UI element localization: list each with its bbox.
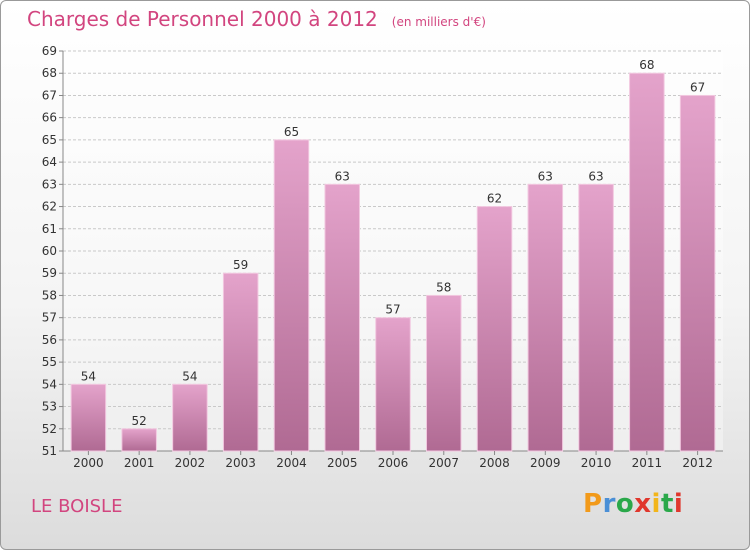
y-tick-label: 53: [42, 400, 57, 414]
bar: [222, 272, 259, 452]
y-tick-label: 52: [42, 422, 57, 436]
proxiti-logo: Proxiti: [583, 489, 683, 519]
bar: [426, 294, 462, 452]
x-tick-label: 2011: [632, 456, 663, 470]
x-tick-label: 2000: [73, 456, 104, 470]
bar: [324, 183, 360, 452]
x-tick-label: 2012: [682, 456, 713, 470]
y-tick-label: 51: [42, 444, 57, 458]
bar-value-label: 54: [182, 369, 197, 383]
x-tick-label: 2006: [378, 456, 409, 470]
bar: [375, 317, 411, 452]
bar-value-label: 52: [132, 414, 147, 428]
y-tick-label: 69: [42, 44, 57, 58]
x-tick-label: 2002: [175, 456, 206, 470]
y-tick-label: 68: [42, 66, 57, 80]
x-tick-label: 2004: [276, 456, 307, 470]
logo-letter: x: [634, 489, 652, 519]
logo-letter: o: [615, 489, 635, 519]
y-tick-label: 56: [42, 333, 57, 347]
bar-value-label: 58: [436, 280, 451, 294]
y-tick-label: 59: [42, 266, 57, 280]
x-tick-label: 2008: [479, 456, 510, 470]
x-tick-label: 2009: [530, 456, 561, 470]
bar-value-label: 63: [538, 169, 553, 183]
y-tick-label: 58: [42, 288, 57, 302]
y-tick-label: 67: [42, 88, 57, 102]
x-tick-label: 2001: [124, 456, 155, 470]
bar-value-label: 65: [284, 125, 299, 139]
bar-value-label: 67: [690, 80, 705, 94]
logo-letter: r: [602, 489, 616, 519]
x-tick-label: 2007: [428, 456, 459, 470]
logo-letter: i: [673, 489, 684, 519]
bar-value-label: 54: [81, 369, 96, 383]
bar-value-label: 68: [639, 58, 654, 72]
logo-letter: i: [651, 489, 661, 519]
x-tick-label: 2010: [581, 456, 612, 470]
chart-title: Charges de Personnel 2000 à 2012 (en mill…: [27, 7, 486, 31]
y-tick-label: 54: [42, 377, 57, 391]
bar: [273, 139, 310, 452]
y-tick-label: 66: [42, 111, 57, 125]
y-tick-label: 65: [42, 133, 57, 147]
bar-value-label: 57: [385, 303, 400, 317]
bar-value-label: 63: [588, 169, 603, 183]
bar: [527, 183, 564, 452]
x-tick-label: 2003: [225, 456, 256, 470]
y-tick-label: 61: [42, 222, 57, 236]
bar-value-label: 62: [487, 192, 502, 206]
y-tick-label: 62: [42, 200, 57, 214]
bar-value-label: 59: [233, 258, 248, 272]
bar: [578, 183, 614, 452]
y-tick-label: 57: [42, 311, 57, 325]
bar: [679, 94, 716, 452]
logo-letter: t: [660, 489, 674, 519]
commune-name: LE BOISLE: [31, 496, 123, 517]
y-tick-label: 60: [42, 244, 57, 258]
y-tick-label: 55: [42, 355, 57, 369]
bar: [70, 383, 107, 452]
bar: [629, 72, 665, 452]
title-main: Charges de Personnel 2000 à 2012: [27, 7, 378, 31]
y-tick-label: 63: [42, 177, 57, 191]
title-unit: (en milliers d'€): [391, 15, 486, 29]
bar: [121, 428, 157, 452]
logo-letter: P: [583, 489, 603, 519]
bar: [476, 206, 513, 452]
bar: [172, 383, 208, 452]
x-tick-label: 2005: [327, 456, 358, 470]
y-tick-label: 64: [42, 155, 57, 169]
bar-value-label: 63: [335, 169, 350, 183]
